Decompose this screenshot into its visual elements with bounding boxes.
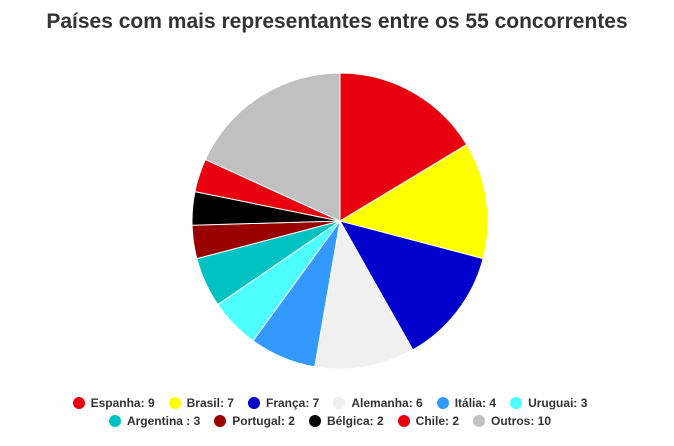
legend-swatch-icon: [72, 397, 85, 409]
legend-swatch-icon: [436, 397, 449, 409]
legend-swatch-icon: [510, 397, 523, 409]
legend-item-franca[interactable]: França: 7: [247, 396, 320, 410]
legend-swatch-icon: [247, 397, 260, 409]
legend-label: Alemanha: 6: [351, 396, 423, 410]
legend-item-uruguai[interactable]: Uruguai: 3: [510, 396, 587, 410]
legend-swatch-icon: [168, 397, 181, 409]
legend-item-belgica[interactable]: Bélgica: 2: [308, 414, 384, 428]
legend-swatch-icon: [473, 415, 486, 427]
pie-slice-frança[interactable]: [338, 220, 484, 351]
legend-row-2: Argentina : 3 Portugal: 2 Bélgica: 2 Chi…: [108, 414, 565, 428]
legend-swatch-icon: [333, 397, 346, 409]
legend-label: Espanha: 9: [90, 396, 155, 410]
legend-row-1: Espanha: 9 Brasil: 7 França: 7 Alemanha:…: [72, 396, 602, 410]
pie-slice-alemanha[interactable]: [314, 219, 414, 370]
legend-item-portugal[interactable]: Portugal: 2: [214, 414, 295, 428]
legend-label: França: 7: [265, 396, 320, 410]
legend-label: Brasil: 7: [186, 396, 234, 410]
legend-label: Bélgica: 2: [326, 414, 384, 428]
legend-item-italia[interactable]: Itália: 4: [436, 396, 497, 410]
legend-item-chile[interactable]: Chile: 2: [397, 414, 460, 428]
legend-label: Uruguai: 3: [528, 396, 588, 410]
legend-label: Portugal: 2: [232, 414, 295, 428]
legend-label: Chile: 2: [415, 414, 460, 428]
legend-item-argentina[interactable]: Argentina : 3: [108, 414, 201, 428]
pie-slice-brasil[interactable]: [338, 143, 489, 260]
legend: Espanha: 9 Brasil: 7 França: 7 Alemanha:…: [0, 396, 674, 428]
legend-swatch-icon: [308, 415, 321, 427]
legend-swatch-icon: [397, 415, 410, 427]
legend-swatch-icon: [108, 415, 121, 427]
legend-item-alemanha[interactable]: Alemanha: 6: [333, 396, 423, 410]
legend-item-espanha[interactable]: Espanha: 9: [72, 396, 155, 410]
pie-slice-outros[interactable]: [204, 72, 341, 222]
chart-title: Países com mais representantes entre os …: [46, 10, 628, 33]
pie-chart: [191, 72, 489, 370]
legend-item-outros[interactable]: Outros: 10: [473, 414, 551, 428]
legend-label: Outros: 10: [491, 414, 552, 428]
legend-label: Argentina : 3: [126, 414, 201, 428]
legend-item-brasil[interactable]: Brasil: 7: [168, 396, 234, 410]
legend-swatch-icon: [214, 415, 227, 427]
pie-slice-espanha[interactable]: [339, 72, 468, 222]
legend-label: Itália: 4: [454, 396, 497, 410]
